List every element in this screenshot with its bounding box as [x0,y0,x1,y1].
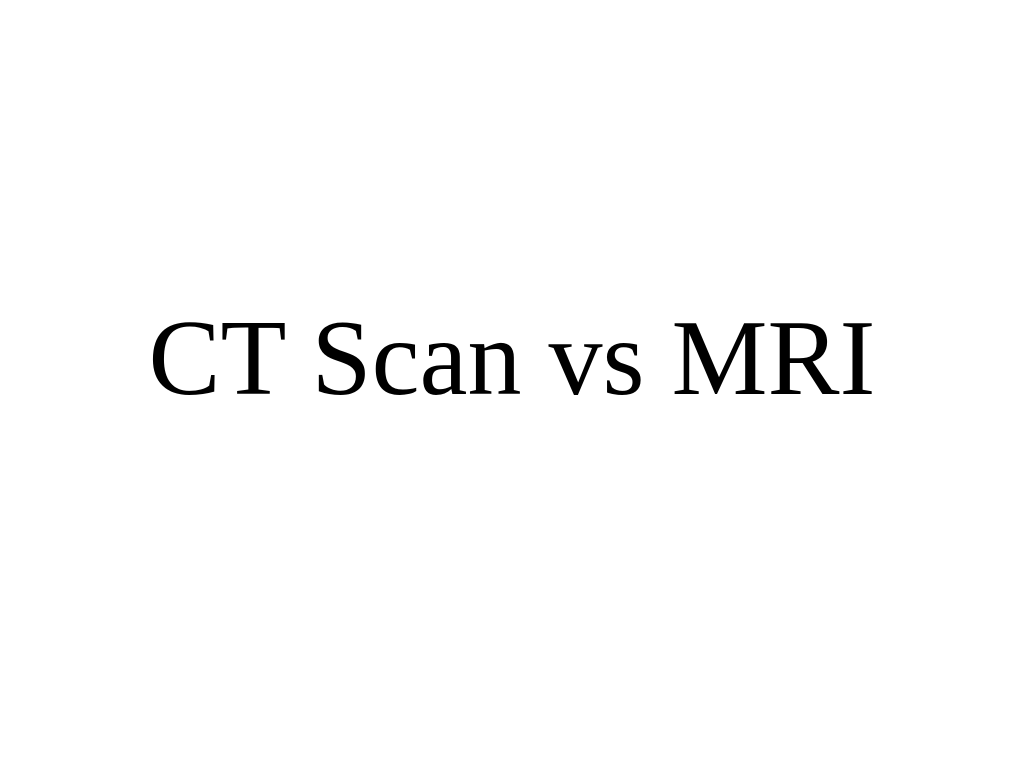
slide-title: CT Scan vs MRI [148,300,875,419]
